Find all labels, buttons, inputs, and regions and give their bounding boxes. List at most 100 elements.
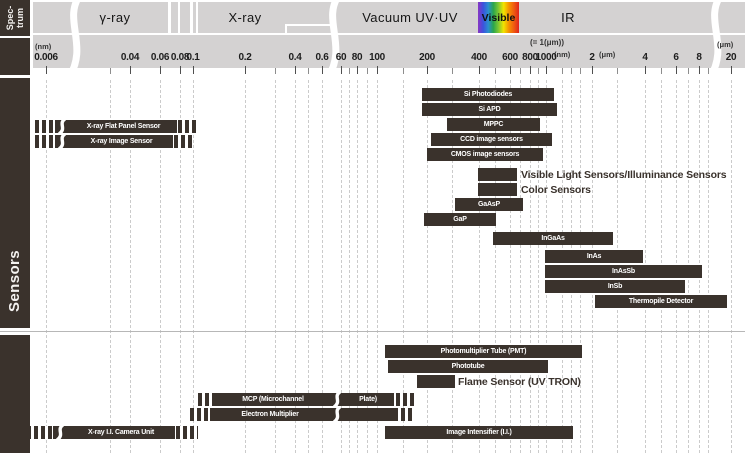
axis-tick [617, 68, 618, 74]
gaasp-bar: GaAsP [455, 198, 523, 211]
axis-tick [538, 68, 539, 74]
photomultiplier-tube-label: Photomultiplier Tube (PMT) [440, 348, 527, 355]
cmos-image-sensors-bar: CMOS image sensors [427, 148, 543, 161]
axis-tick [592, 66, 593, 74]
axis-tick [708, 68, 709, 74]
axis-tick [160, 66, 161, 74]
axis-break-icon [706, 0, 723, 76]
gridline [377, 80, 378, 453]
gridline [452, 80, 453, 453]
gridline [708, 80, 709, 453]
axis-tick [275, 68, 276, 74]
axis-tick [341, 66, 342, 74]
axis-tick-label: 0.4 [288, 52, 302, 63]
axis-tick [130, 66, 131, 74]
axis-tick [452, 68, 453, 74]
xray-image-sensor-stripes [174, 135, 192, 148]
axis-tick [510, 66, 511, 74]
cmos-image-sensors-label: CMOS image sensors [450, 151, 520, 158]
axis-tick-label: 0.006 [34, 52, 58, 63]
gridline [479, 80, 480, 453]
inassb-label: InAsSb [612, 268, 635, 275]
xray-image-sensor-bar: X-ray Image Sensor [70, 135, 173, 148]
gridline [180, 80, 181, 453]
inas-label: InAs [586, 253, 602, 260]
axis-tick [688, 68, 689, 74]
xray-ii-camera-unit-stripes [176, 426, 198, 439]
gridline [530, 80, 531, 453]
band-visible-label: Visible [481, 11, 516, 24]
color-sensors-outside-label: Color Sensors [521, 184, 591, 196]
unit-nm-left: (nm) [35, 42, 52, 51]
inassb-bar: InAsSb [545, 265, 702, 278]
axis-tick [367, 68, 368, 74]
mppc-bar: MPPC [447, 118, 540, 131]
electron-multiplier-stripes [394, 408, 414, 421]
axis-tick [357, 66, 358, 74]
gridline [495, 80, 496, 453]
unit-nm-superscript: (nm) [554, 50, 571, 59]
axis-tick [349, 68, 350, 74]
band-boundary-stripe [190, 2, 193, 33]
thermopile-detector-label: Thermopile Detector [628, 298, 694, 305]
axis-tick-label: 600 [502, 52, 518, 63]
axis-tick [427, 66, 428, 74]
axis-tick [520, 68, 521, 74]
axis-tick [546, 66, 547, 74]
mppc-label: MPPC [483, 121, 504, 128]
gridline [308, 80, 309, 453]
visible-light-sensors-bar [478, 168, 517, 181]
flame-sensor-outside-label: Flame Sensor (UV TRON) [458, 376, 581, 388]
si-apd-bar: Si APD [422, 103, 557, 116]
axis-tick-label: 20 [725, 52, 737, 63]
band-boundary-stripe [196, 2, 198, 33]
gridline [110, 80, 111, 453]
axis-tick-label: 800 [522, 52, 538, 63]
axis-tick [731, 66, 732, 74]
electron-multiplier-stripes [190, 408, 210, 421]
electron-multiplier-break [330, 408, 342, 421]
band-boundary-stripe [168, 2, 171, 33]
axis-tick-label: 0.08 [170, 52, 190, 63]
visible-light-sensors-outside-label: Visible Light Sensors/Illuminance Sensor… [521, 169, 727, 181]
gridline [403, 80, 404, 453]
axis-tick-label: 0.04 [120, 52, 140, 63]
axis-tick-label: 200 [419, 52, 435, 63]
image-intensifier-bar: Image Intensifier (I.I.) [385, 426, 573, 439]
axis-tick [571, 68, 572, 74]
mcp-microchannel-plate-bar: Plate) [342, 393, 394, 406]
gridline [322, 80, 323, 453]
photomultiplier-tube-bar: Photomultiplier Tube (PMT) [385, 345, 582, 358]
axis-tick [295, 66, 296, 74]
gridline [295, 80, 296, 453]
wavelength-scale-band [33, 35, 745, 68]
electron-multiplier-label: Electron Multiplier [241, 411, 299, 418]
gridline [367, 80, 368, 453]
xray-ii-camera-unit-bar: X-ray I.I. Camera Unit [67, 426, 175, 439]
axis-tick [645, 66, 646, 74]
insb-label: InSb [607, 283, 623, 290]
gridline [349, 80, 350, 453]
xray-flat-panel-sensor-break [55, 120, 70, 133]
spectrum-header-label: Spec-trum [4, 5, 25, 31]
axis-tick [676, 66, 677, 74]
axis-tick [377, 66, 378, 74]
axis-tick [479, 66, 480, 74]
spectrum-strip [33, 2, 745, 33]
axis-tick [562, 68, 563, 74]
visible-spectrum-gradient: Visible [478, 2, 519, 33]
axis-tick-label: 4 [642, 52, 648, 63]
xray-ii-camera-unit-label: X-ray I.I. Camera Unit [87, 429, 154, 436]
mcp-microchannel-plate-stripes [198, 393, 216, 406]
xray-image-sensor-label: X-ray Image Sensor [90, 138, 153, 145]
phototube-bar: Phototube [388, 360, 548, 373]
xray-flat-panel-sensor-stripes [35, 120, 55, 133]
axis-tick [322, 66, 323, 74]
xray-flat-panel-sensor-bar: X-ray Flat Panel Sensor [70, 120, 177, 133]
image-intensifier-label: Image Intensifier (I.I.) [446, 429, 512, 436]
flame-sensor-bar [417, 375, 455, 388]
gridline [341, 80, 342, 453]
mcp-microchannel-plate-bar: MCP (Microchannel [216, 393, 330, 406]
band-vacuum-uv: Vacuum UV·UV [362, 10, 458, 25]
tubes-section-box: PhotosensitiveElectron Tubes [0, 335, 30, 453]
